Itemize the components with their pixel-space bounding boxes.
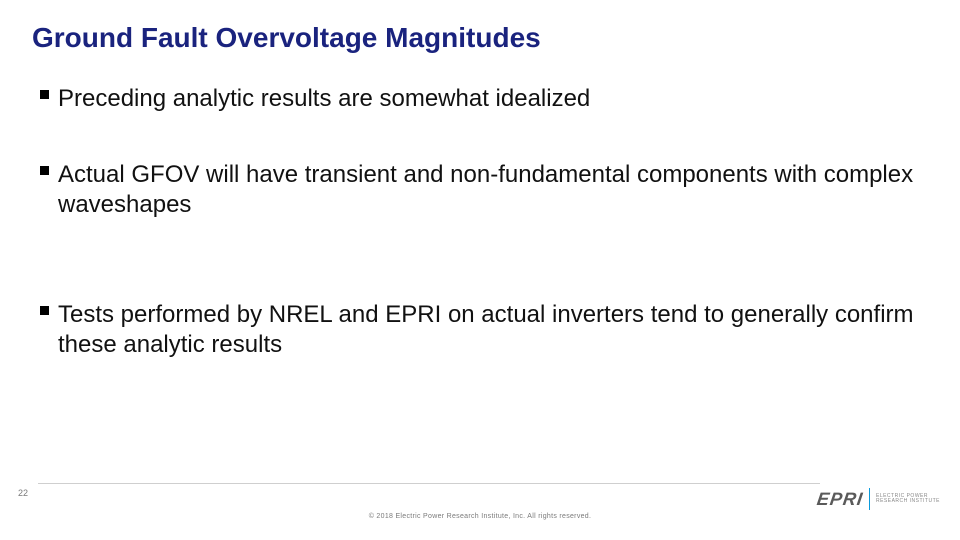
list-item: Preceding analytic results are somewhat … (40, 84, 920, 114)
logo-subtitle: ELECTRIC POWER RESEARCH INSTITUTE (876, 494, 940, 505)
slide: Ground Fault Overvoltage Magnitudes Prec… (0, 0, 960, 540)
page-number: 22 (18, 488, 28, 498)
list-item: Tests performed by NREL and EPRI on actu… (40, 300, 920, 360)
list-item: Actual GFOV will have transient and non-… (40, 160, 920, 220)
logo-divider-icon (869, 488, 870, 510)
bullet-text: Tests performed by NREL and EPRI on actu… (58, 301, 914, 358)
square-bullet-icon (40, 166, 49, 175)
epri-logo: EPRI ELECTRIC POWER RESEARCH INSTITUTE (817, 488, 940, 510)
square-bullet-icon (40, 90, 49, 99)
logo-sub-line: RESEARCH INSTITUTE (876, 499, 940, 505)
bullet-text: Preceding analytic results are somewhat … (58, 85, 590, 112)
square-bullet-icon (40, 306, 49, 315)
page-title: Ground Fault Overvoltage Magnitudes (32, 22, 541, 54)
bullet-text: Actual GFOV will have transient and non-… (58, 161, 913, 218)
bullet-list: Preceding analytic results are somewhat … (40, 84, 920, 406)
logo-wordmark: EPRI (815, 489, 864, 510)
copyright-text: © 2018 Electric Power Research Institute… (0, 513, 960, 520)
footer-divider (38, 483, 820, 484)
